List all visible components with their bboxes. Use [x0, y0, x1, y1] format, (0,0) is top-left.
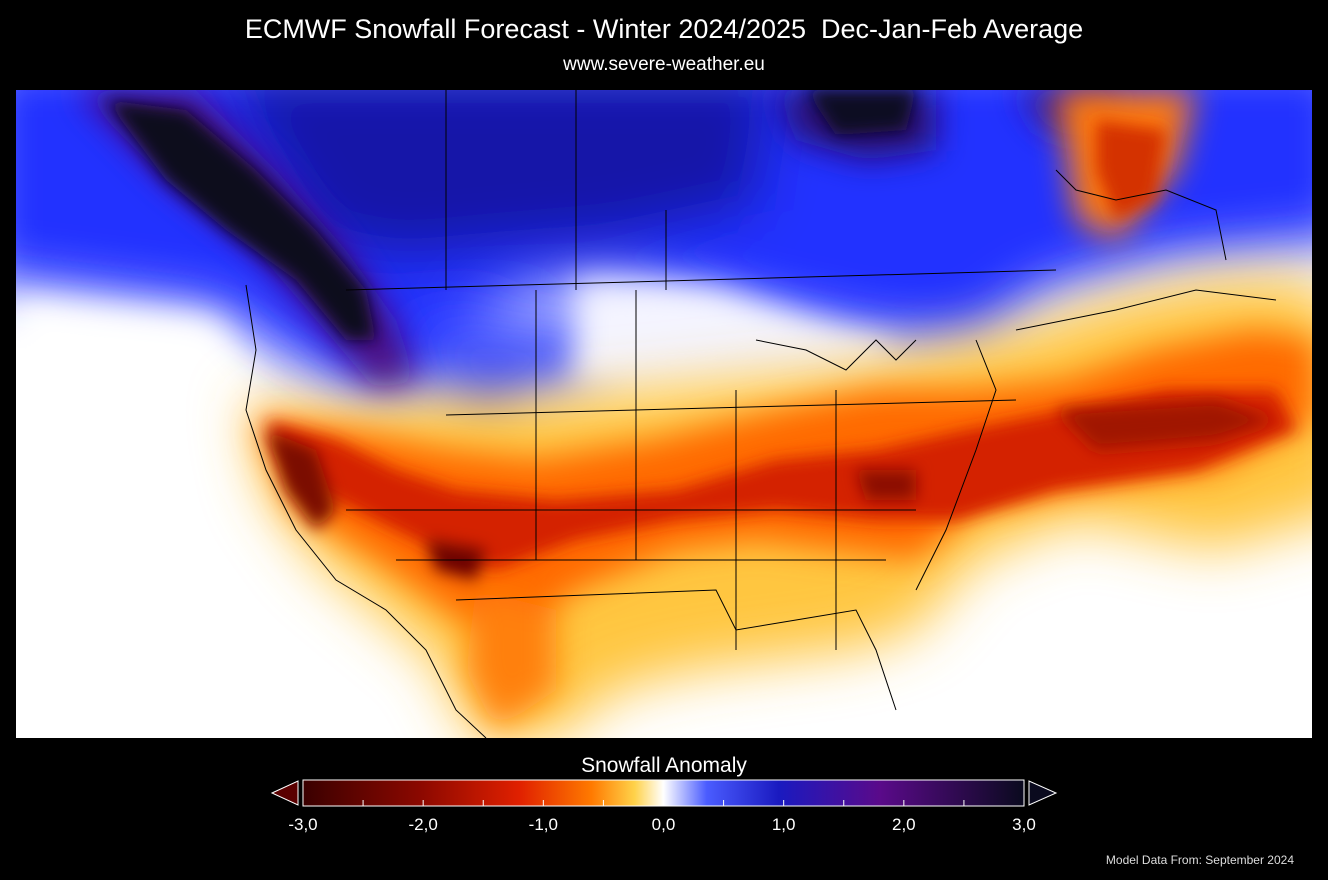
legend-max-extend-arrow [1028, 780, 1058, 806]
neutral-band [16, 280, 896, 450]
map-title: ECMWF Snowfall Forecast - Winter 2024/20… [244, 14, 1084, 44]
legend-min-extend-arrow [270, 780, 299, 806]
legend-tick-label: -1,0 [528, 815, 558, 834]
legend-tick-label: 0,0 [651, 815, 676, 834]
map-subtitle: www.severe-weather.eu [563, 54, 765, 75]
legend-tick-label: 3,0 [1012, 815, 1036, 834]
snowfall-anomaly-map [16, 90, 1312, 738]
strong-negative-region [266, 120, 1296, 570]
legend-tick-label: 1,0 [771, 815, 796, 834]
legend-tick-label: 2,0 [892, 815, 916, 834]
extreme-positive-region [106, 90, 916, 340]
legend-minor-ticks [362, 800, 965, 806]
borders [245, 90, 1277, 738]
legend-title: Snowfall Anomaly [581, 754, 747, 777]
legend-tick-label: -3,0 [288, 815, 318, 834]
legend-colorbar [270, 779, 1058, 807]
map-graphic [16, 90, 1312, 738]
legend-tick-label: -2,0 [408, 815, 438, 834]
model-credit: Model Data From: September 2024 [1105, 853, 1294, 867]
